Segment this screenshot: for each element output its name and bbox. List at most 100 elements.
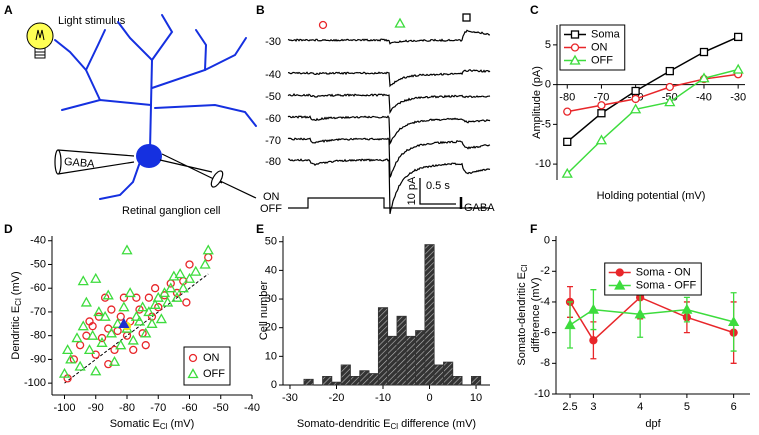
marker: [99, 310, 111, 321]
histogram-bar: [452, 376, 463, 386]
y-tick-label: -10: [534, 388, 550, 400]
marker: [564, 319, 576, 330]
marker: [158, 287, 171, 298]
y-tick-label: 0: [544, 235, 550, 247]
histogram-bar: [387, 335, 398, 386]
marker: [116, 312, 125, 321]
x-tick-label: -60: [182, 402, 198, 414]
y-tick-label: 50: [265, 236, 277, 248]
marker: [93, 306, 105, 317]
marker: [80, 296, 92, 307]
x-axis-label: Somatic ECl (mV): [110, 418, 195, 431]
marker: [202, 244, 214, 255]
y-tick-label: -80: [30, 330, 46, 342]
holding-label: -70: [265, 135, 281, 147]
scale-current: 10 pA: [406, 176, 418, 205]
y-axis-label: Somato-dendritic ECl: [516, 264, 529, 365]
histogram-bar: [303, 378, 314, 386]
subscript: Cl: [520, 264, 529, 272]
legend-label: OFF: [591, 54, 613, 66]
y-tick-label: -10: [535, 158, 551, 170]
marker: [135, 305, 144, 314]
pipette-label: GABA: [63, 156, 95, 171]
holding-label: -40: [265, 69, 281, 81]
x-tick-label: 6: [731, 401, 737, 413]
marker: [630, 103, 642, 114]
series-line: [567, 73, 739, 113]
marker: [563, 107, 572, 116]
current-trace: [287, 93, 491, 115]
x-tick-label: 3: [590, 401, 596, 413]
marker: [587, 303, 600, 314]
y-tick-label: 5: [545, 39, 551, 51]
marker: [58, 367, 71, 378]
off-label: OFF: [260, 203, 282, 215]
marker: [130, 310, 142, 321]
marker: [65, 353, 77, 364]
text-part: (mV): [10, 271, 22, 298]
marker: [113, 326, 122, 336]
y-tick-label: -2: [540, 265, 550, 277]
x-tick-label: -100: [53, 402, 75, 414]
marker: [97, 333, 107, 343]
y-axis-label: Amplitude (pA): [531, 66, 543, 139]
marker: [597, 101, 606, 110]
cell-diagram: Light stimulus GABA Retinal ganglion cel…: [26, 14, 257, 217]
marker: [127, 334, 139, 345]
legend-marker: [569, 54, 581, 65]
x-tick-label: -30: [730, 92, 746, 104]
histogram-bar: [377, 307, 389, 386]
marker: [664, 96, 676, 107]
panel-letter: D: [4, 222, 13, 236]
marker: [91, 350, 100, 359]
marker: [177, 282, 189, 293]
recording-panel: ON OFF 10 pA 0.5 s GABA: [260, 13, 495, 215]
series-line: [566, 68, 739, 175]
marker: [62, 344, 74, 355]
y-tick-label: -8: [540, 357, 550, 369]
on-label: ON: [263, 191, 280, 203]
legend-marker: [570, 30, 580, 39]
y-axis-label: Dendritic ECl (mV): [10, 271, 23, 359]
marker: [174, 268, 186, 279]
marker: [634, 308, 646, 319]
marker: [154, 303, 163, 312]
text-part: (mV): [167, 418, 194, 430]
histogram-bar: [443, 361, 454, 386]
marker: [77, 275, 89, 286]
histogram-bar: [405, 335, 416, 386]
y-tick-label: -100: [24, 377, 46, 389]
histogram-bar: [340, 364, 351, 386]
x-tick-label: 4: [637, 401, 643, 413]
stimulus-trace: [288, 197, 490, 209]
legend-marker: [615, 268, 624, 277]
x-tick-label: -40: [244, 402, 260, 414]
panel-letter: B: [256, 3, 265, 17]
marker: [121, 244, 133, 255]
marker: [665, 66, 674, 76]
current-trace: [287, 158, 491, 215]
marker: [734, 32, 743, 42]
holding-label: -80: [265, 156, 281, 168]
marker: [183, 272, 196, 283]
marker: [140, 327, 152, 338]
marker: [107, 305, 116, 314]
current-trace: [287, 29, 491, 45]
x-tick-label: 2.5: [562, 401, 577, 413]
histogram-bar: [424, 244, 435, 386]
legend-box: [183, 346, 231, 386]
legend-marker: [570, 43, 580, 52]
legend-marker: [188, 353, 198, 363]
histogram-bar: [470, 376, 482, 386]
legend-label: OFF: [203, 368, 225, 380]
marker: [112, 317, 124, 328]
x-tick-label: -30: [282, 392, 298, 404]
marker: [204, 253, 213, 262]
marker: [152, 291, 164, 302]
histogram-bar: [331, 381, 342, 386]
marker: [162, 296, 174, 307]
marker: [133, 315, 146, 326]
scale-bar: [419, 178, 456, 205]
marker: [110, 345, 119, 355]
